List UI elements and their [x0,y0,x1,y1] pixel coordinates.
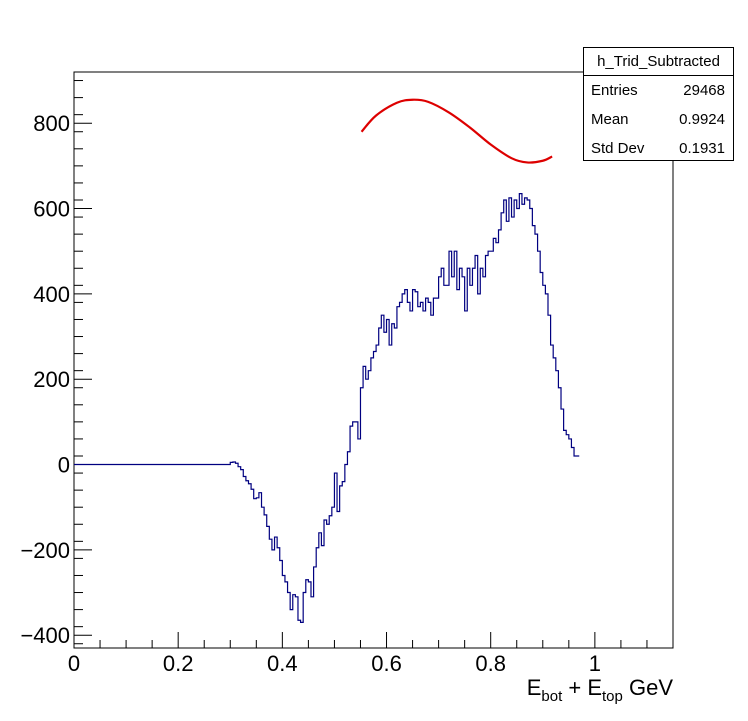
y-tick-label: 0 [58,453,70,478]
x-tick-label: 0.4 [267,651,298,676]
stats-label: Mean [591,111,629,128]
axis-ticks [73,80,674,648]
y-tick-label: 800 [33,111,70,136]
y-tick-label: 200 [33,367,70,392]
y-tick-label: 600 [33,197,70,222]
x-tick-label: 0.6 [371,651,402,676]
stats-value: 0.9924 [679,111,725,128]
stats-row-mean: Mean 0.9924 [584,105,733,134]
x-axis-label: Ebot + Etop GeV [527,675,674,705]
y-tick-label: −200 [20,538,70,563]
stats-title: h_Trid_Subtracted [584,48,733,76]
x-tick-label: 0 [68,651,80,676]
y-tick-labels: −400 −200 0 200 400 600 800 [20,111,70,648]
x-tick-labels: 0 0.2 0.4 0.6 0.8 1 [68,651,601,676]
stats-row-entries: Entries 29468 [584,76,733,105]
x-tick-label: 0.8 [475,651,506,676]
stats-box: h_Trid_Subtracted Entries 29468 Mean 0.9… [583,47,734,161]
x-tick-label: 1 [589,651,601,676]
fit-curve [360,98,553,164]
y-tick-label: −400 [20,623,70,648]
histogram-line [74,193,580,623]
stats-label: Entries [591,82,638,99]
stats-value: 0.1931 [679,140,725,157]
stats-value: 29468 [683,82,725,99]
plot-frame [73,71,674,649]
y-tick-label: 400 [33,282,70,307]
stats-row-stddev: Std Dev 0.1931 [584,134,733,163]
stats-label: Std Dev [591,140,645,157]
x-tick-label: 0.2 [163,651,194,676]
